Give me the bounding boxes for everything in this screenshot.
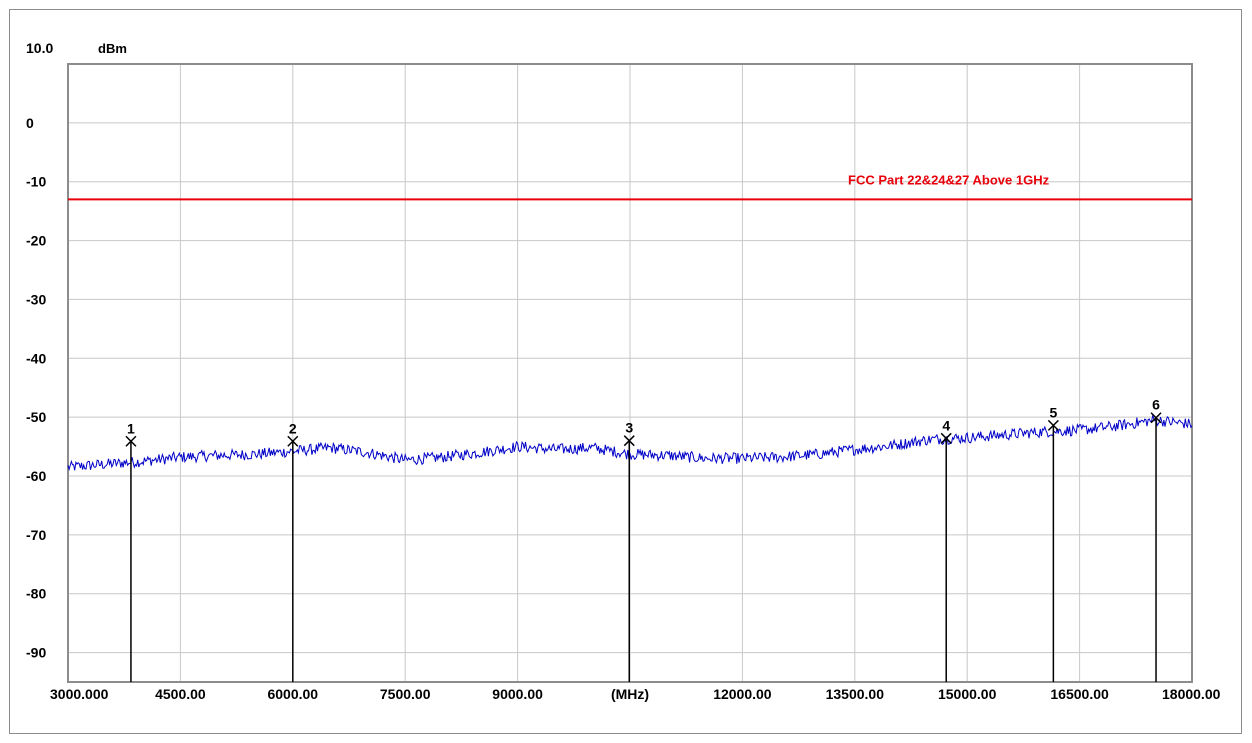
marker-cross — [287, 435, 299, 447]
x-tick-label: 3000.000 — [50, 686, 109, 702]
x-tick-label: 9000.00 — [492, 686, 543, 702]
y-tick-label: -30 — [26, 291, 46, 307]
y-tick-label: 10.0 — [26, 40, 53, 56]
x-tick-label: 6000.00 — [267, 686, 318, 702]
marker-label: 1 — [127, 420, 135, 436]
x-tick-label: 16500.00 — [1050, 686, 1109, 702]
x-tick-label: 12000.00 — [713, 686, 772, 702]
marker-label: 4 — [942, 417, 950, 433]
marker-label: 5 — [1049, 404, 1057, 420]
marker-cross — [125, 435, 137, 447]
y-tick-label: -20 — [26, 233, 46, 249]
marker-cross — [940, 432, 952, 444]
marker-label: 2 — [289, 420, 297, 436]
limit-line-group: FCC Part 22&24&27 Above 1GHz — [68, 172, 1192, 201]
x-tick-label: 15000.00 — [938, 686, 997, 702]
x-tick-label: 7500.00 — [380, 686, 431, 702]
y-tick-label: -60 — [26, 468, 46, 484]
limit-line-label: FCC Part 22&24&27 Above 1GHz — [848, 172, 1050, 187]
marker-label: 6 — [1152, 397, 1160, 413]
marker-cross — [1047, 419, 1059, 431]
y-tick-label: 0 — [26, 115, 34, 131]
x-tick-label: (MHz) — [611, 686, 649, 702]
markers: 1 2 3 4 5 6 — [125, 397, 1162, 682]
y-tick-label: -50 — [26, 409, 46, 425]
chart-frame — [9, 9, 1242, 734]
y-tick-labels: 10.0 0 -10 -20 -30 -40 -50 -60 -70 -80 -90 — [26, 40, 53, 661]
y-tick-label: -10 — [26, 174, 46, 190]
y-tick-label: -40 — [26, 350, 46, 366]
x-tick-label: 4500.00 — [155, 686, 206, 702]
x-tick-label: 18000.00 — [1162, 686, 1221, 702]
x-tick-labels: 3000.000 4500.00 6000.00 7500.00 9000.00 (MHz… — [50, 686, 1221, 702]
marker-cross — [623, 435, 635, 447]
y-tick-label: -80 — [26, 586, 46, 602]
marker-label: 3 — [625, 420, 633, 436]
marker-cross — [1150, 412, 1162, 424]
y-axis-unit: dBm — [98, 41, 127, 56]
y-tick-label: -70 — [26, 527, 46, 543]
x-tick-label: 13500.00 — [826, 686, 885, 702]
y-tick-label: -90 — [26, 645, 46, 661]
